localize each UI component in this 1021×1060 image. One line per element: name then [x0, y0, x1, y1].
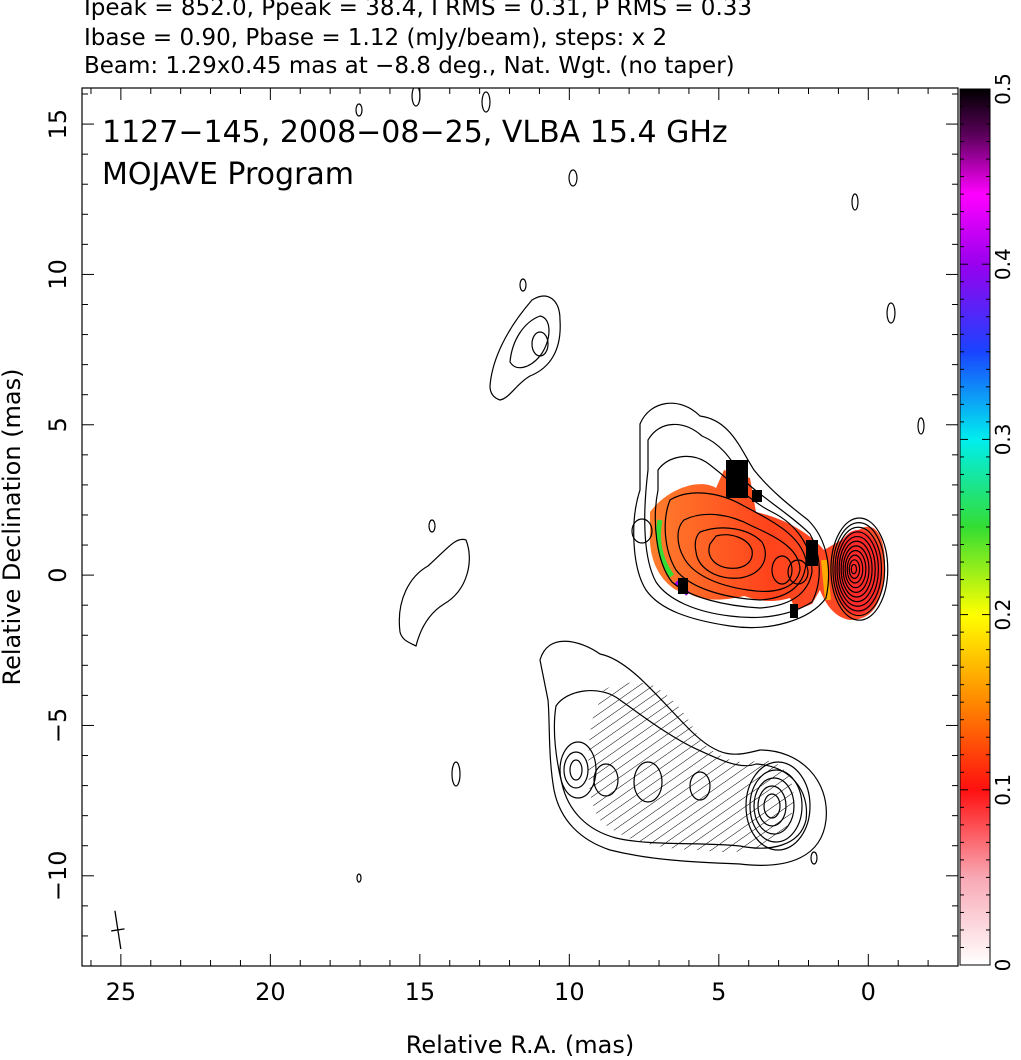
- polarization-high-patch: [752, 490, 762, 502]
- y-tick-label: 0: [44, 567, 72, 582]
- colorbar-tick-label: 0.5: [991, 73, 1015, 105]
- polarization-high-patch: [806, 540, 818, 566]
- colorbar-tick-labels: 0 0.1 0.2 0.3 0.4 0.5: [991, 73, 1015, 971]
- core-contour: [842, 545, 870, 593]
- y-tick-label: 15: [44, 109, 72, 140]
- plot-title-line-2: MOJAVE Program: [102, 157, 354, 192]
- beam-minor-axis: [111, 928, 125, 932]
- y-tick-label: 10: [44, 259, 72, 290]
- colorbar-tick-label: 0.2: [991, 599, 1015, 631]
- plot-title-line-1: 1127−145, 2008−08−25, VLBA 15.4 GHz: [102, 115, 728, 150]
- x-tick-label: 20: [255, 978, 286, 1006]
- polarization-high-patch: [678, 578, 688, 594]
- y-tick-label: 5: [44, 417, 72, 432]
- colorbar-ticks: [960, 88, 990, 966]
- colorbar-tick-label: 0: [991, 959, 1015, 972]
- y-tick-label: −5: [44, 708, 72, 743]
- x-tick-label: 10: [554, 978, 585, 1006]
- x-tick-label: 5: [711, 978, 726, 1006]
- core-contour: [840, 540, 873, 598]
- jet-contours: [631, 402, 830, 629]
- core-contour: [838, 535, 876, 603]
- header-line-1: Ipeak = 852.0, Ppeak = 38.4, I RMS = 0.3…: [84, 0, 753, 21]
- map-layer: [111, 88, 925, 950]
- core-contour: [850, 563, 858, 575]
- core-contour: [848, 559, 861, 579]
- x-tick-label: 15: [405, 978, 436, 1006]
- core-contours: [830, 517, 889, 621]
- plot-frame: [81, 87, 959, 967]
- core-contour: [846, 554, 864, 584]
- colorbar-tick-label: 0.4: [991, 248, 1015, 280]
- y-tick-label: −10: [44, 850, 72, 901]
- colorbar-tick-label: 0.1: [991, 774, 1015, 806]
- header-line-2: Ibase = 0.90, Pbase = 1.12 (mJy/beam), s…: [84, 25, 668, 51]
- colorbar: 0 0.1 0.2 0.3 0.4 0.5: [959, 73, 1015, 971]
- core-contour: [830, 517, 889, 621]
- polarization-edge-yellow: [821, 559, 831, 601]
- core-contour: [834, 526, 883, 612]
- x-axis-label: Relative R.A. (mas): [406, 1031, 634, 1059]
- axis-tick-labels: 25 20 15 10 5 0 15 10 5 0 −5 −10: [44, 109, 876, 1006]
- colorbar-gradient: [959, 88, 991, 966]
- core-contour: [844, 549, 867, 589]
- lower-contours: [539, 640, 827, 866]
- polarization-high-patch: [726, 460, 748, 498]
- polarization-edge-green: [656, 519, 675, 578]
- hatched-region: [588, 682, 794, 853]
- core-contour: [836, 531, 879, 607]
- header-line-3: Beam: 1.29x0.45 mas at −8.8 deg., Nat. W…: [84, 53, 735, 79]
- x-tick-label: 25: [106, 978, 137, 1006]
- beam-marker: [111, 910, 125, 950]
- colorbar-tick-label: 0.3: [991, 423, 1015, 455]
- core-contour: [832, 522, 886, 617]
- y-axis-label: Relative Declination (mas): [0, 368, 26, 685]
- x-tick-label: 0: [861, 978, 876, 1006]
- axis-ticks: [82, 88, 958, 966]
